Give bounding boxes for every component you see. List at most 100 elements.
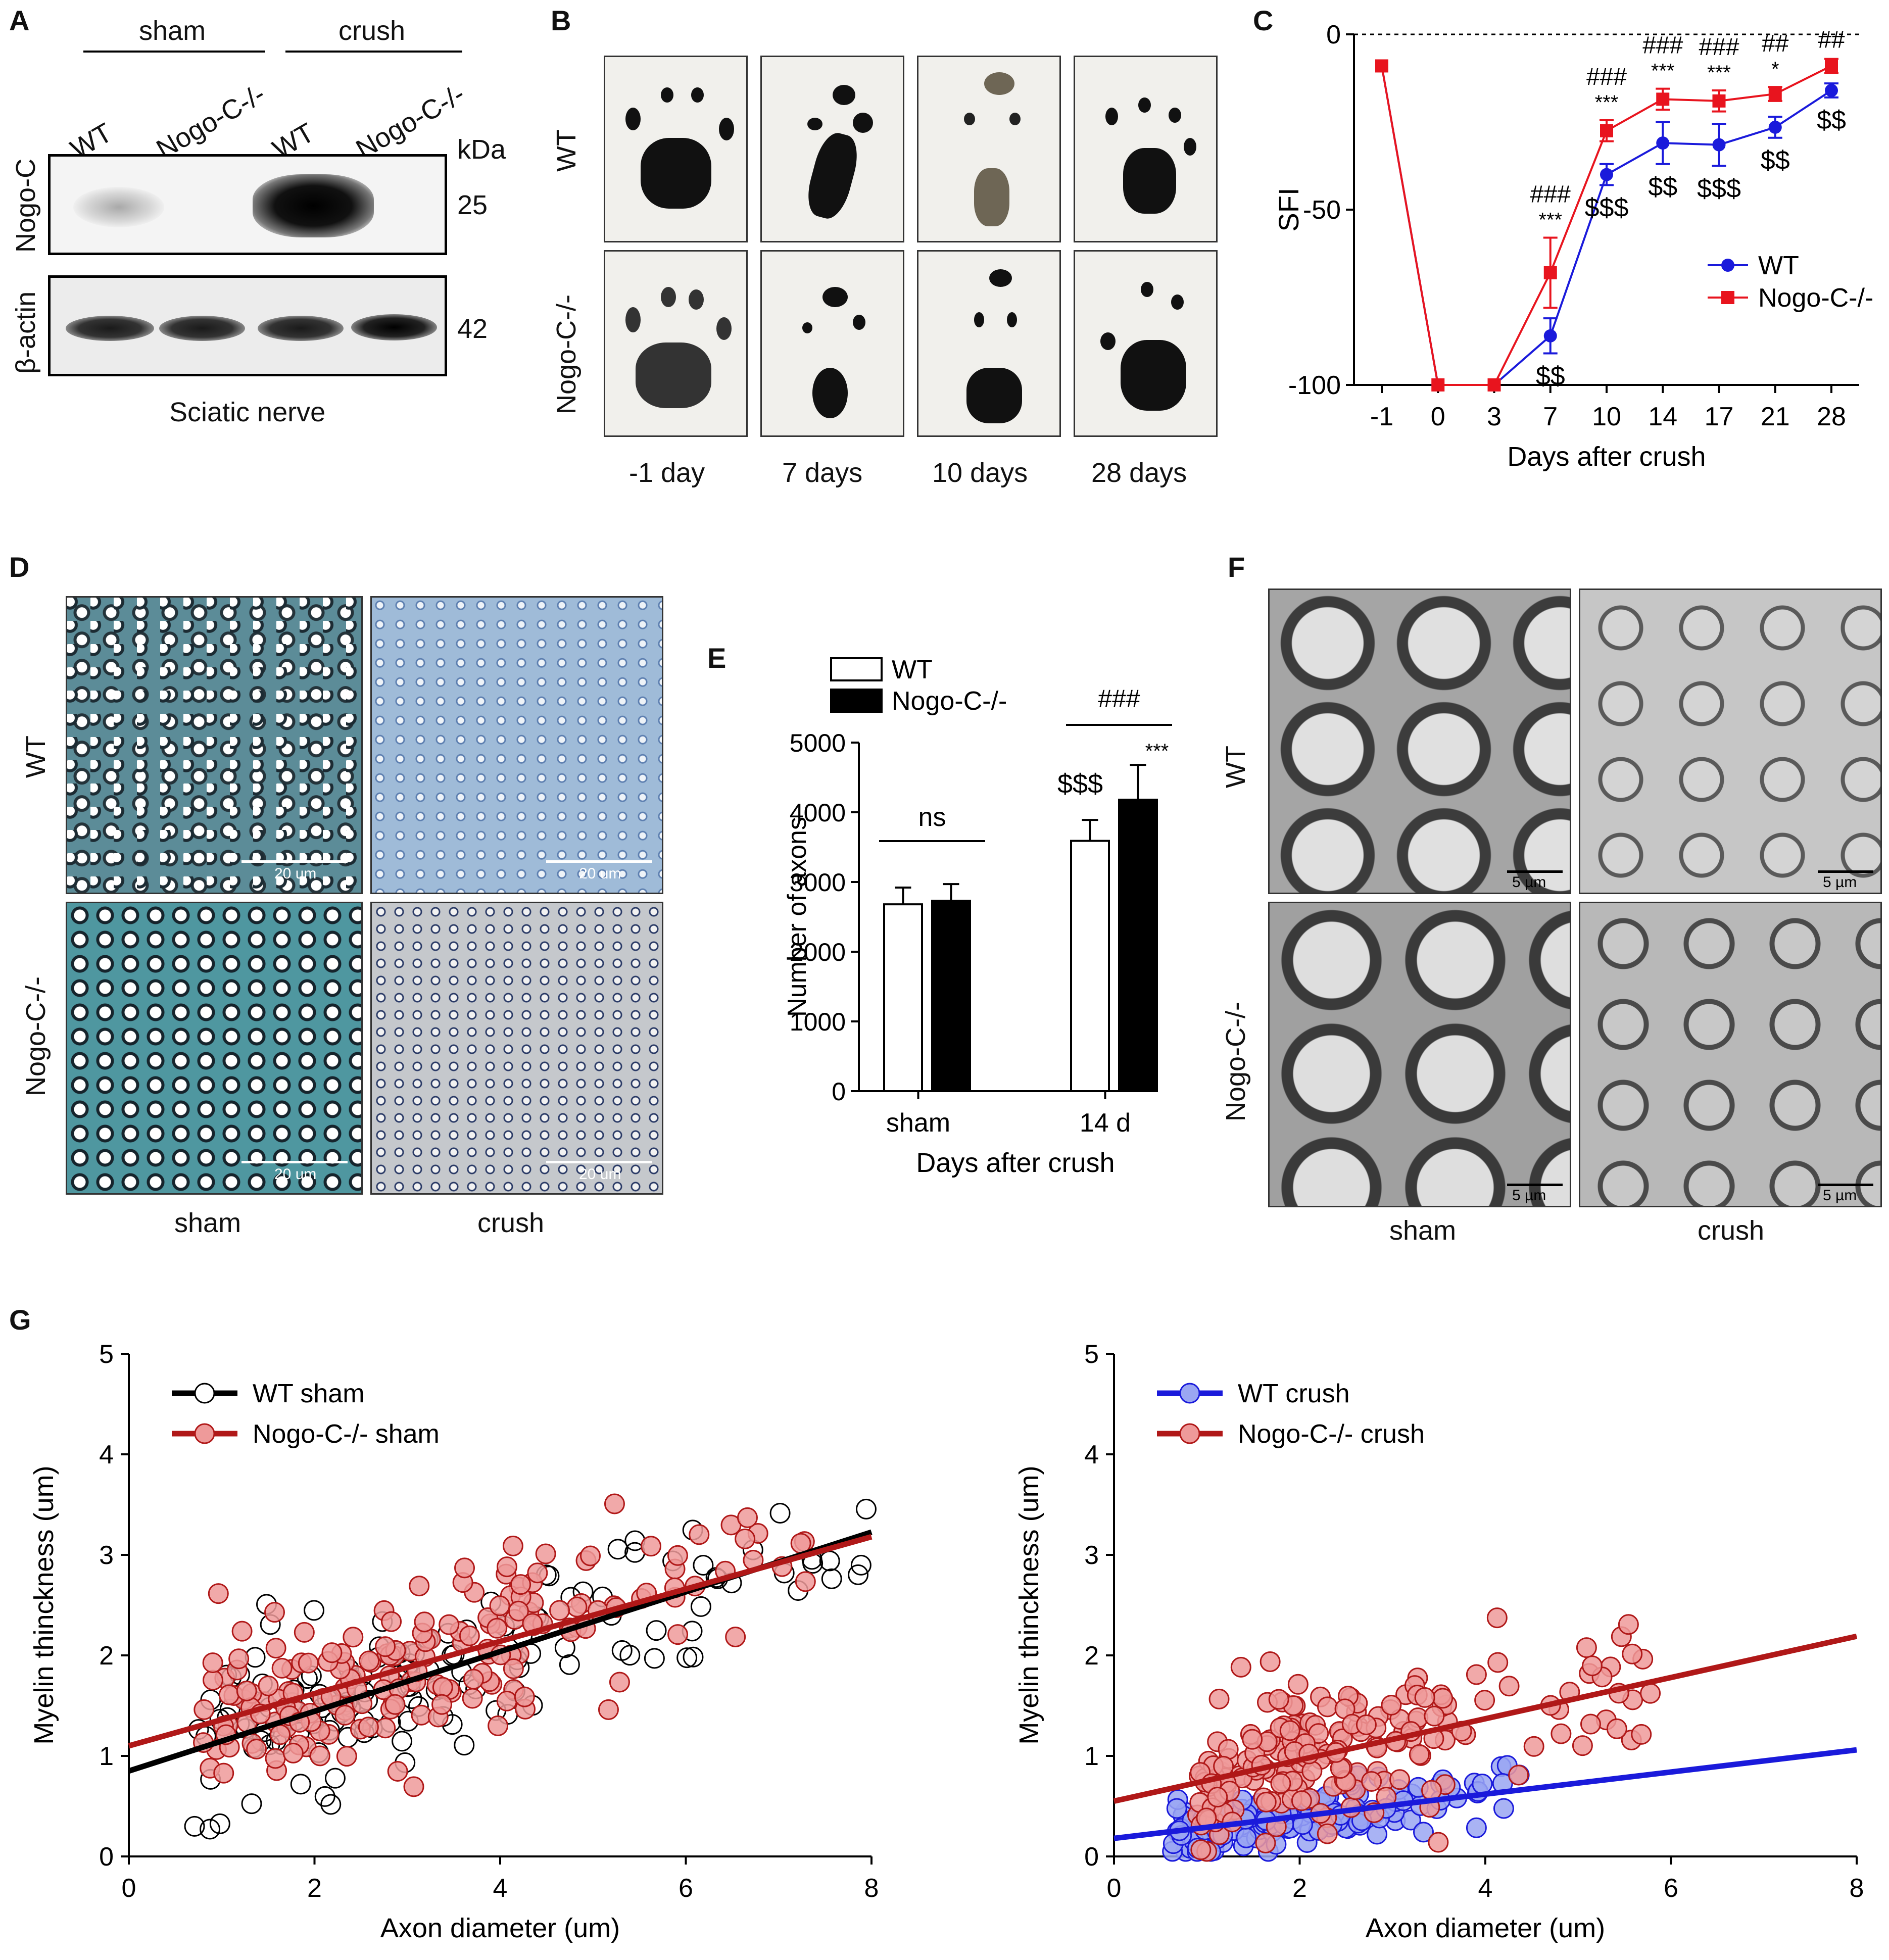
actin-band-3 xyxy=(258,316,344,341)
lm-wt-crush: 20 um xyxy=(370,596,663,894)
lm-nogo-crush: 20 um xyxy=(370,902,663,1195)
g-point-0 xyxy=(607,1539,628,1560)
e-bar-0-0 xyxy=(883,903,923,1092)
c-legend-label: Nogo-C-/- xyxy=(1758,283,1873,313)
g-point-0 xyxy=(324,1768,346,1789)
g-point-1 xyxy=(236,1680,257,1701)
beta-actin-mw: 42 xyxy=(457,314,488,344)
g-point-1 xyxy=(737,1507,758,1528)
c-annotation-ko: ## xyxy=(1762,30,1789,57)
c-annotation-wt: $$ xyxy=(1536,362,1565,391)
g-point-1 xyxy=(667,1545,688,1566)
g-point-1 xyxy=(1428,1832,1449,1853)
c-legend-marker xyxy=(1721,291,1734,304)
g-legend-marker xyxy=(1179,1383,1200,1404)
g-point-1 xyxy=(403,1776,424,1797)
g-point-1 xyxy=(510,1574,531,1595)
g-point-1 xyxy=(454,1557,475,1579)
lane-label-4: Nogo-C-/- xyxy=(351,78,470,165)
g-y-tick-label: 0 xyxy=(99,1842,114,1872)
g-point-1 xyxy=(689,1524,710,1545)
g-point-1 xyxy=(609,1672,630,1693)
footprint-wt-day-minus1 xyxy=(604,56,748,242)
chart-g-right-crush: 0 1 2 3 4 5 0 2 4 6 8 Axon diameter (um) Myelin thin… xyxy=(1014,1340,1864,1943)
e-annotation-wt-14d: $$$ xyxy=(1057,769,1103,799)
c-annotation-wt: $$$ xyxy=(1697,174,1741,203)
c-annotation-ko: *** xyxy=(1595,91,1619,114)
c-line-0 xyxy=(1381,66,1832,386)
group-label-crush: crush xyxy=(338,16,406,46)
g-point-1 xyxy=(359,1650,380,1672)
c-annotation-ko: * xyxy=(1771,58,1779,80)
g-x-tick-label: 4 xyxy=(493,1874,508,1903)
g-point-1 xyxy=(514,1686,535,1707)
c-point xyxy=(1712,94,1726,108)
g-point-1 xyxy=(1361,1771,1382,1792)
e-y-tick-label: 5000 xyxy=(790,729,846,757)
g-legend-label: WT crush xyxy=(1238,1379,1350,1408)
g-point-1 xyxy=(384,1694,406,1715)
g-point-1 xyxy=(1622,1643,1643,1664)
actin-band-2 xyxy=(159,316,245,341)
g-point-1 xyxy=(580,1545,601,1566)
tissue-label: Sciatic nerve xyxy=(169,397,326,427)
g-point-1 xyxy=(535,1543,556,1564)
g-point-1 xyxy=(336,1746,357,1767)
g-point-1 xyxy=(795,1571,816,1592)
g-point-1 xyxy=(1389,1769,1411,1790)
g-point-1 xyxy=(432,1677,453,1698)
c-annotation-ko: ### xyxy=(1699,34,1739,61)
g-point-0 xyxy=(304,1600,325,1621)
g-point-0 xyxy=(848,1564,869,1585)
g-y-tick-label: 2 xyxy=(99,1641,114,1671)
g-point-1 xyxy=(309,1745,330,1767)
g-point-1 xyxy=(208,1583,229,1604)
g-point-1 xyxy=(1486,1607,1508,1629)
g-x-tick-label: 4 xyxy=(1478,1874,1493,1903)
c-point xyxy=(1825,59,1838,73)
g-y-axis-title: Myelin thinckness (um) xyxy=(1014,1465,1044,1744)
g-y-tick-label: 3 xyxy=(99,1541,114,1570)
c-legend-label: WT xyxy=(1758,251,1799,280)
g-point-1 xyxy=(549,1600,570,1621)
g-point-1 xyxy=(508,1600,529,1622)
g-point-0 xyxy=(821,1568,842,1589)
g-point-0 xyxy=(290,1774,311,1795)
c-point xyxy=(1712,138,1726,152)
c-x-axis-title: Days after crush xyxy=(1507,442,1706,472)
nogo-c-label: Nogo-C xyxy=(11,158,41,253)
group-label-sham: sham xyxy=(139,16,206,46)
g-point-1 xyxy=(431,1694,453,1715)
kda-label: kDa xyxy=(457,134,506,165)
g-y-tick-label: 3 xyxy=(1084,1541,1099,1570)
c-point xyxy=(1543,266,1557,279)
footprint-wt-day10 xyxy=(917,56,1061,242)
g-point-1 xyxy=(1508,1765,1529,1786)
f-col-label-sham: sham xyxy=(1389,1215,1457,1246)
g-x-axis-title: Axon diameter (um) xyxy=(380,1913,620,1943)
g-legend-marker xyxy=(1179,1423,1200,1444)
e-bar-1-1 xyxy=(1118,799,1158,1093)
g-point-1 xyxy=(1576,1637,1597,1658)
actin-band-1 xyxy=(66,316,154,341)
g-point-1 xyxy=(269,1724,290,1745)
g-point-1 xyxy=(496,1690,517,1711)
col-label-day10: 10 days xyxy=(932,458,1028,488)
g-point-1 xyxy=(1190,1839,1212,1860)
g-point-1 xyxy=(1291,1790,1312,1811)
g-legend-label: Nogo-C-/- crush xyxy=(1238,1419,1425,1449)
g-point-1 xyxy=(409,1576,430,1597)
g-point-1 xyxy=(1581,1655,1603,1677)
g-point-1 xyxy=(381,1611,402,1632)
g-point-1 xyxy=(1207,1786,1228,1807)
g-y-tick-label: 5 xyxy=(99,1340,114,1369)
crush-group-line xyxy=(285,51,462,53)
g-point-0 xyxy=(1166,1798,1187,1819)
g-point-1 xyxy=(735,1528,756,1549)
c-point xyxy=(1543,329,1557,342)
c-x-tick-label: 21 xyxy=(1761,402,1790,431)
c-annotation-ko: ## xyxy=(1818,27,1845,54)
g-point-0 xyxy=(1493,1798,1514,1819)
g-point-1 xyxy=(1230,1656,1251,1678)
g-point-0 xyxy=(392,1731,413,1752)
